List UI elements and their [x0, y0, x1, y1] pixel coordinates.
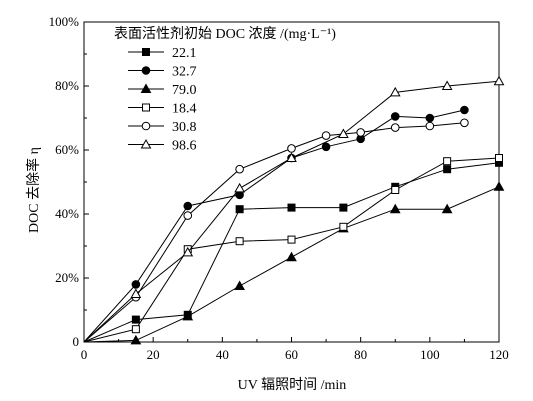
point-30.8-7 [390, 123, 400, 132]
legend-label: 18.4 [172, 102, 197, 117]
point-30.8-9 [460, 118, 469, 128]
point-18.4-7 [443, 157, 452, 166]
point-18.4-1 [131, 325, 140, 334]
point-30.8-6 [356, 128, 365, 137]
x-tick-label-3: 60 [285, 347, 298, 362]
point-98.6-5 [338, 128, 349, 138]
y-tick-label-4: 80% [55, 78, 79, 93]
y-tick-label-5: 100% [49, 14, 80, 29]
point-22.1-5 [339, 203, 348, 212]
point-22.1-1 [131, 315, 140, 324]
series-line-18.4 [83, 157, 500, 343]
point-79.0-8 [493, 181, 505, 191]
point-30.8-3 [235, 164, 244, 174]
series-line-32.7 [83, 109, 465, 343]
point-30.8-4 [287, 144, 296, 153]
point-32.7-1 [131, 280, 141, 289]
legend-label: 32.7 [172, 65, 197, 80]
point-18.4-6 [391, 186, 400, 194]
point-18.4-4 [287, 235, 296, 244]
y-tick-label-2: 40% [55, 206, 79, 221]
legend-marker [142, 48, 150, 56]
x-tick-label-6: 120 [489, 347, 509, 362]
point-18.4-5 [339, 222, 348, 231]
x-tick-label-1: 20 [147, 347, 160, 362]
legend-title: 表面活性剂初始 DOC 浓度 /(mg·L⁻¹) [114, 25, 336, 42]
legend-label: 22.1 [172, 46, 197, 61]
point-79.0-1 [130, 334, 142, 345]
point-30.8-5 [321, 131, 331, 140]
point-79.0-2 [182, 310, 194, 321]
point-98.6-6 [389, 86, 401, 97]
axes: 0 20 40 60 80 100 120 0 20% 40% 60% 80% 100% [49, 14, 509, 362]
y-axis-title: DOC 去除率 η [25, 147, 42, 233]
point-98.6-7 [441, 80, 453, 90]
point-30.8-2 [183, 211, 193, 220]
legend-entry-22.1: 22.1 [128, 46, 197, 61]
x-tick-label-2: 40 [216, 347, 229, 362]
point-22.1-3 [235, 205, 244, 214]
x-tick-label-4: 80 [354, 347, 367, 362]
legend-label: 79.0 [172, 83, 197, 98]
legend-entry-98.6: 98.6 [128, 139, 197, 154]
point-18.4-8 [495, 154, 503, 162]
point-32.7-8 [425, 113, 435, 123]
point-22.1-7 [443, 165, 452, 174]
legend-marker [142, 103, 150, 112]
point-98.6-8 [493, 75, 505, 86]
legend-entry-32.7: 32.7 [128, 65, 197, 80]
series-layer [83, 75, 505, 345]
series-32.7 [83, 105, 469, 343]
point-32.7-5 [321, 142, 331, 152]
series-line-30.8 [83, 122, 465, 343]
x-axis-title: UV 辐照时间 /min [238, 377, 347, 393]
point-79.0-6 [389, 203, 401, 214]
series-18.4 [83, 154, 503, 343]
legend-label: 30.8 [172, 120, 197, 135]
legend-entry-79.0: 79.0 [128, 83, 197, 98]
series-98.6 [83, 75, 505, 343]
y-tick-label-0: 0 [73, 334, 80, 349]
point-79.0-7 [441, 203, 453, 214]
point-98.6-3 [234, 182, 245, 193]
point-98.6-2 [182, 246, 194, 257]
x-tick-label-5: 100 [420, 347, 440, 362]
legend-marker [140, 138, 152, 149]
x-tick-label-0: 0 [81, 347, 88, 362]
y-tick-label-1: 20% [55, 270, 79, 285]
point-79.0-4 [286, 251, 297, 262]
y-tick-label-3: 60% [55, 142, 79, 157]
point-79.0-3 [234, 280, 245, 290]
legend-entry-30.8: 30.8 [128, 120, 197, 135]
legend-marker [141, 66, 151, 75]
point-98.6-4 [286, 152, 297, 162]
point-22.1-4 [287, 203, 296, 212]
series-30.8 [83, 118, 469, 343]
point-18.4-3 [235, 237, 244, 246]
point-30.8-8 [425, 121, 435, 131]
point-32.7-9 [460, 105, 469, 115]
point-32.7-7 [390, 112, 400, 121]
legend-marker [141, 121, 151, 131]
legend-entry-18.4: 18.4 [128, 102, 197, 117]
series-22.1 [83, 158, 503, 343]
legend: 表面活性剂初始 DOC 浓度 /(mg·L⁻¹) 22.1 32.7 79.0 18.… [114, 25, 336, 154]
legend-label: 98.6 [172, 139, 197, 154]
point-98.6-1 [130, 288, 142, 298]
point-32.7-2 [183, 201, 193, 211]
legend-marker [140, 83, 152, 93]
